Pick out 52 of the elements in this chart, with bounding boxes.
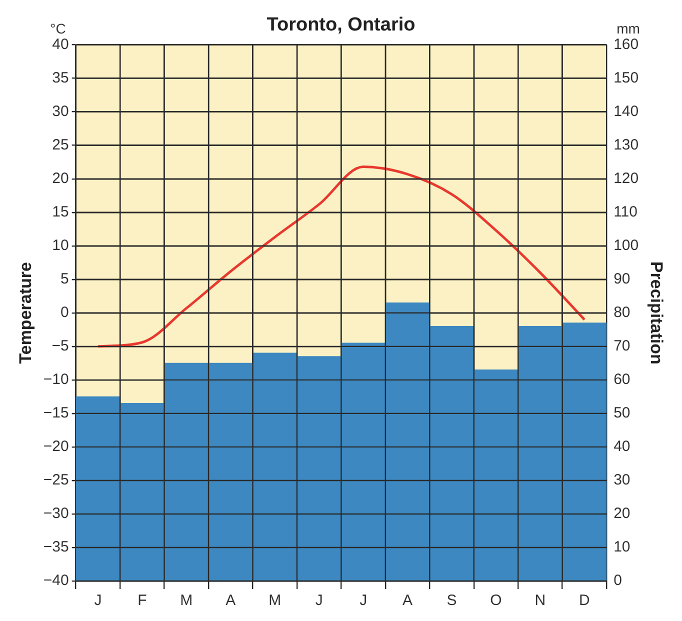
x-tick-label: S: [446, 592, 457, 610]
y2-tick-label: 20: [614, 505, 630, 522]
y2-tick-label: 10: [614, 538, 630, 556]
x-tick-label: N: [534, 592, 546, 610]
x-tick-label: A: [226, 592, 236, 610]
y2-tick-label: 80: [614, 304, 630, 322]
y-axis-title: Temperature: [16, 262, 35, 364]
y2-axis-title: Precipitation: [647, 261, 666, 364]
y2-tick-label: 30: [614, 472, 630, 489]
y2-tick-label: 40: [614, 438, 630, 456]
line-series: [96, 166, 586, 348]
y2-tick-label: 100: [614, 237, 639, 254]
y2-tick-label: 130: [614, 136, 639, 154]
text: °C: [50, 20, 66, 37]
y-tick-label: −25: [43, 472, 69, 489]
y2-tick-label: 90: [614, 270, 630, 288]
x-tick-label: M: [180, 592, 193, 610]
y2-tick-label: 0: [614, 572, 622, 590]
x-tick-label: O: [490, 592, 502, 610]
y-tick-label: −30: [43, 505, 69, 522]
y-tick-label: 0: [60, 304, 69, 322]
y-tick-label: 15: [52, 204, 69, 221]
y-tick-label: −10: [43, 371, 69, 388]
y2-tick-label: 150: [614, 69, 639, 86]
x-tick-label: J: [94, 592, 102, 610]
y-tick-label: −35: [43, 538, 69, 556]
y-tick-label: 20: [52, 170, 69, 187]
text: mm: [616, 20, 640, 37]
y-tick-label: −40: [43, 572, 69, 590]
y-tick-label: −5: [52, 338, 69, 355]
y-tick-label: 40: [52, 36, 69, 53]
y-tick-label: −20: [43, 438, 69, 456]
y2-tick-label: 70: [614, 338, 630, 355]
x-tick-label: M: [268, 592, 282, 610]
y2-tick-label: 120: [614, 170, 639, 187]
x-tick-label: A: [402, 592, 413, 610]
x-tick-label: D: [579, 592, 590, 610]
y-tick-label: 30: [52, 102, 69, 120]
y2-tick-label: 110: [614, 204, 638, 221]
y-tick-label: 25: [52, 136, 69, 154]
y2-tick-label: 160: [614, 36, 639, 53]
chart-title: Toronto, Ontario: [266, 14, 416, 36]
y2-tick-label: 60: [614, 371, 630, 388]
y-tick-label: 35: [52, 69, 69, 86]
x-tick-label: F: [138, 592, 147, 610]
y2-tick-label: 50: [614, 404, 630, 422]
x-tick-label: J: [360, 592, 368, 610]
y-tick-label: 5: [60, 270, 69, 288]
y2-tick-label: 140: [614, 102, 639, 120]
y-tick-label: 10: [52, 237, 69, 254]
x-tick-label: J: [315, 592, 323, 610]
y-tick-label: −15: [43, 404, 69, 422]
